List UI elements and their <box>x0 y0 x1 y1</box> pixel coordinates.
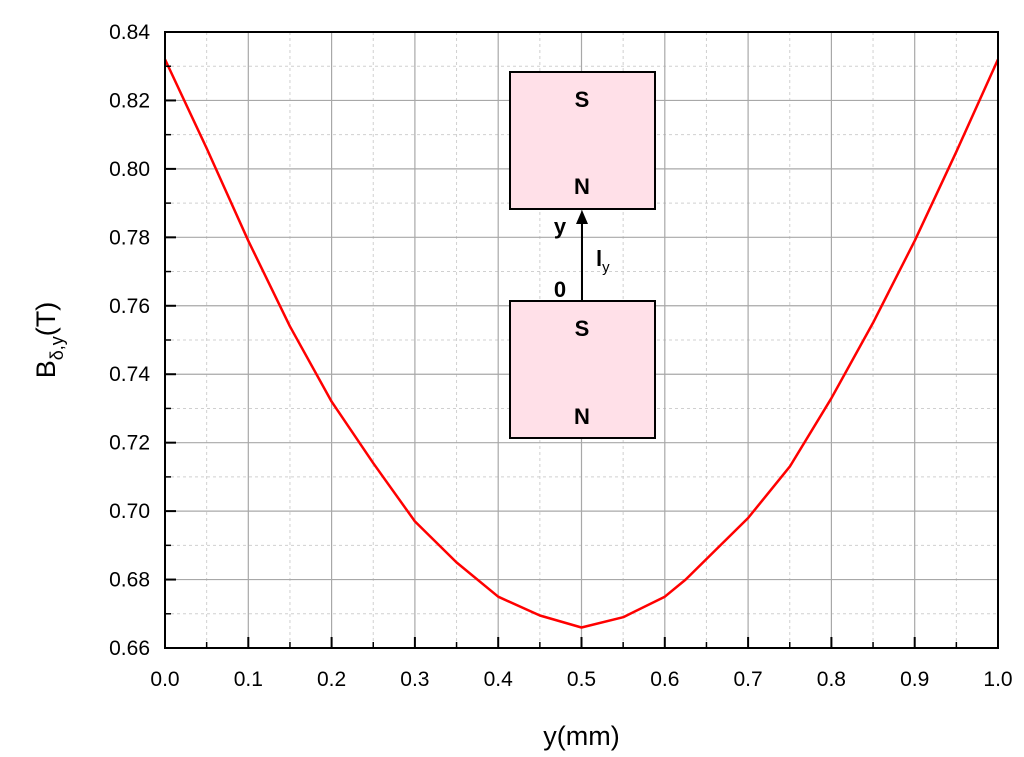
y-axis-title-unit: (T) <box>31 302 61 336</box>
y-tick-label: 0.82 <box>109 89 150 112</box>
curve-layer <box>163 58 1000 629</box>
x-tick-label: 0.1 <box>234 668 263 691</box>
x-tick-label: 0.9 <box>900 668 929 691</box>
x-axis-title: y(mm) <box>543 721 619 751</box>
y-axis-title-main: B <box>31 360 61 378</box>
x-tick-label: 0.8 <box>817 668 846 691</box>
y-tick-label: 0.80 <box>109 158 150 181</box>
data-line-series-0 <box>163 58 1000 629</box>
inset-gap-label-sub: y <box>602 259 610 276</box>
arrow-head-icon <box>576 210 588 224</box>
y-tick-label: 0.68 <box>109 569 150 592</box>
y-tick-label: 0.70 <box>109 500 150 523</box>
y-tick-label: 0.84 <box>109 21 150 44</box>
x-tick-label: 0.6 <box>650 668 679 691</box>
top-magnet-upper-pole: S <box>575 87 590 112</box>
inset-origin-label: 0 <box>554 277 566 302</box>
y-axis-title-sub: δ,y <box>47 336 67 360</box>
x-tick-label: 0.3 <box>400 668 429 691</box>
x-tick-label: 1.0 <box>983 668 1012 691</box>
y-tick-label: 0.72 <box>109 432 150 455</box>
y-tick-label: 0.74 <box>109 363 150 386</box>
top-magnet <box>509 71 656 210</box>
x-tick-label: 0.4 <box>484 668 514 691</box>
y-tick-label: 0.66 <box>109 637 150 660</box>
x-tick-labels: 0.0 0.1 0.2 0.3 0.4 0.5 0.6 0.7 0.8 0.9 1.0 <box>150 668 1012 691</box>
x-tick-label: 0.5 <box>567 668 596 691</box>
inset-axis-label: y <box>554 214 567 239</box>
inset-gap-label-main: l <box>596 246 602 271</box>
x-tick-label: 0.0 <box>150 668 179 691</box>
y-tick-label: 0.78 <box>109 226 150 249</box>
bottom-magnet-upper-pole: S <box>575 316 590 341</box>
inset-gap-label: ly <box>596 246 610 276</box>
y-axis-title: Bδ,y(T) <box>31 302 67 379</box>
x-tick-label: 0.7 <box>733 668 762 691</box>
ticks <box>164 31 999 649</box>
y-tick-label: 0.76 <box>109 295 150 318</box>
bottom-magnet-lower-pole: N <box>574 404 590 429</box>
top-magnet-lower-pole: N <box>574 174 590 199</box>
y-tick-labels: 0.66 0.68 0.70 0.72 0.74 0.76 0.78 0.80 0.82 0.84 <box>109 21 150 660</box>
x-tick-label: 0.2 <box>317 668 346 691</box>
magnet-inset: S N S N y 0 ly <box>509 71 656 439</box>
